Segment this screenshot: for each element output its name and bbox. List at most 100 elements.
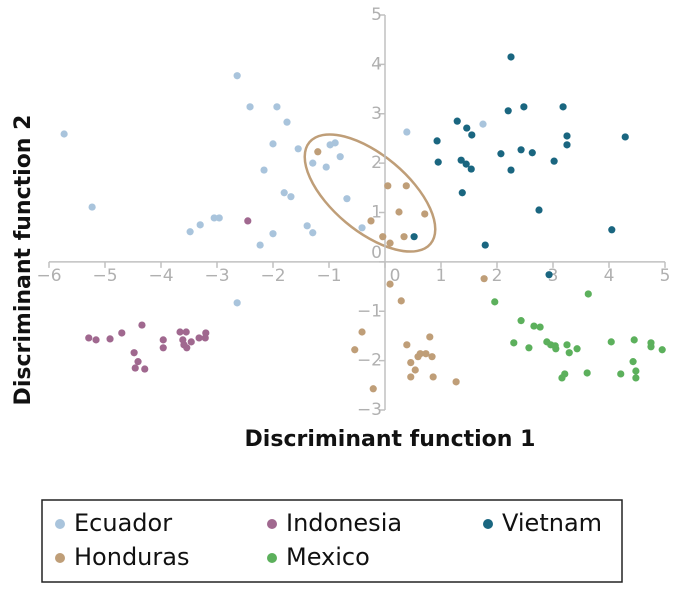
point: [343, 195, 351, 203]
point: [479, 120, 487, 128]
point: [497, 150, 505, 158]
point: [525, 344, 533, 352]
point: [369, 385, 377, 393]
point: [457, 156, 465, 164]
point: [545, 271, 553, 279]
point: [414, 353, 422, 361]
point: [395, 208, 403, 216]
x-tick-label: −1: [316, 266, 341, 286]
point: [403, 341, 411, 349]
point: [422, 350, 430, 358]
point: [647, 343, 655, 351]
y-tick-label: 4: [371, 54, 382, 74]
point: [550, 157, 558, 165]
point: [433, 137, 441, 145]
legend-swatch: [267, 519, 277, 529]
point: [407, 373, 415, 381]
point: [573, 345, 581, 353]
y-tick-label: −2: [357, 351, 382, 371]
point: [411, 366, 419, 374]
point: [520, 103, 528, 111]
legend-label: Indonesia: [286, 509, 402, 537]
point: [138, 321, 146, 329]
point: [294, 145, 302, 153]
point: [658, 346, 666, 354]
point: [458, 189, 466, 197]
legend-swatch: [267, 553, 277, 563]
point: [563, 141, 571, 149]
point: [159, 344, 167, 352]
x-tick-label: 5: [660, 266, 671, 286]
point: [196, 221, 204, 229]
point: [434, 158, 442, 166]
point: [118, 329, 126, 337]
point: [400, 233, 408, 241]
point: [467, 165, 475, 173]
point: [504, 107, 512, 115]
x-tick-label: −6: [36, 266, 61, 286]
y-tick-label: 5: [371, 5, 382, 25]
point: [468, 131, 476, 139]
point: [201, 334, 209, 342]
point: [106, 335, 114, 343]
point: [331, 139, 339, 147]
point: [336, 153, 344, 161]
point: [403, 128, 411, 136]
point: [322, 163, 330, 171]
point: [517, 317, 525, 325]
point: [309, 229, 317, 237]
point: [183, 344, 191, 352]
point: [260, 166, 268, 174]
y-tick-label: 2: [371, 153, 382, 173]
point: [407, 359, 415, 367]
point: [528, 149, 536, 157]
legend-box: [41, 499, 623, 583]
point: [480, 275, 488, 283]
point: [303, 222, 311, 230]
point: [280, 189, 288, 197]
point: [60, 130, 68, 138]
point: [481, 241, 489, 249]
legend-label: Mexico: [286, 543, 370, 571]
x-tick-label: 0: [390, 266, 401, 286]
point: [195, 334, 203, 342]
point: [358, 224, 366, 232]
point: [283, 118, 291, 126]
point: [88, 203, 96, 211]
point: [559, 103, 567, 111]
point: [186, 228, 194, 236]
point: [607, 338, 615, 346]
legend-swatch: [55, 553, 65, 563]
legend-label: Ecuador: [74, 509, 172, 537]
point: [244, 217, 252, 225]
point: [629, 358, 637, 366]
legend-swatch: [55, 519, 65, 529]
point: [632, 367, 640, 375]
point: [536, 323, 544, 331]
point: [187, 338, 195, 346]
point: [384, 182, 392, 190]
point: [233, 72, 241, 80]
point: [210, 214, 218, 222]
point: [462, 160, 470, 168]
point: [558, 374, 566, 382]
x-tick-label: 2: [492, 266, 503, 286]
point: [410, 233, 418, 241]
point: [402, 182, 410, 190]
point: [379, 233, 387, 241]
x-tick-label: −5: [92, 266, 117, 286]
x-tick-label: −2: [260, 266, 285, 286]
point: [351, 346, 359, 354]
point: [269, 230, 277, 238]
point: [463, 124, 471, 132]
x-tick-label: 1: [436, 266, 447, 286]
legend-label: Honduras: [74, 543, 189, 571]
point: [269, 140, 277, 148]
point: [386, 280, 394, 288]
point: [233, 299, 241, 307]
point: [367, 217, 375, 225]
point: [182, 328, 190, 336]
point: [429, 373, 437, 381]
point: [92, 336, 100, 344]
